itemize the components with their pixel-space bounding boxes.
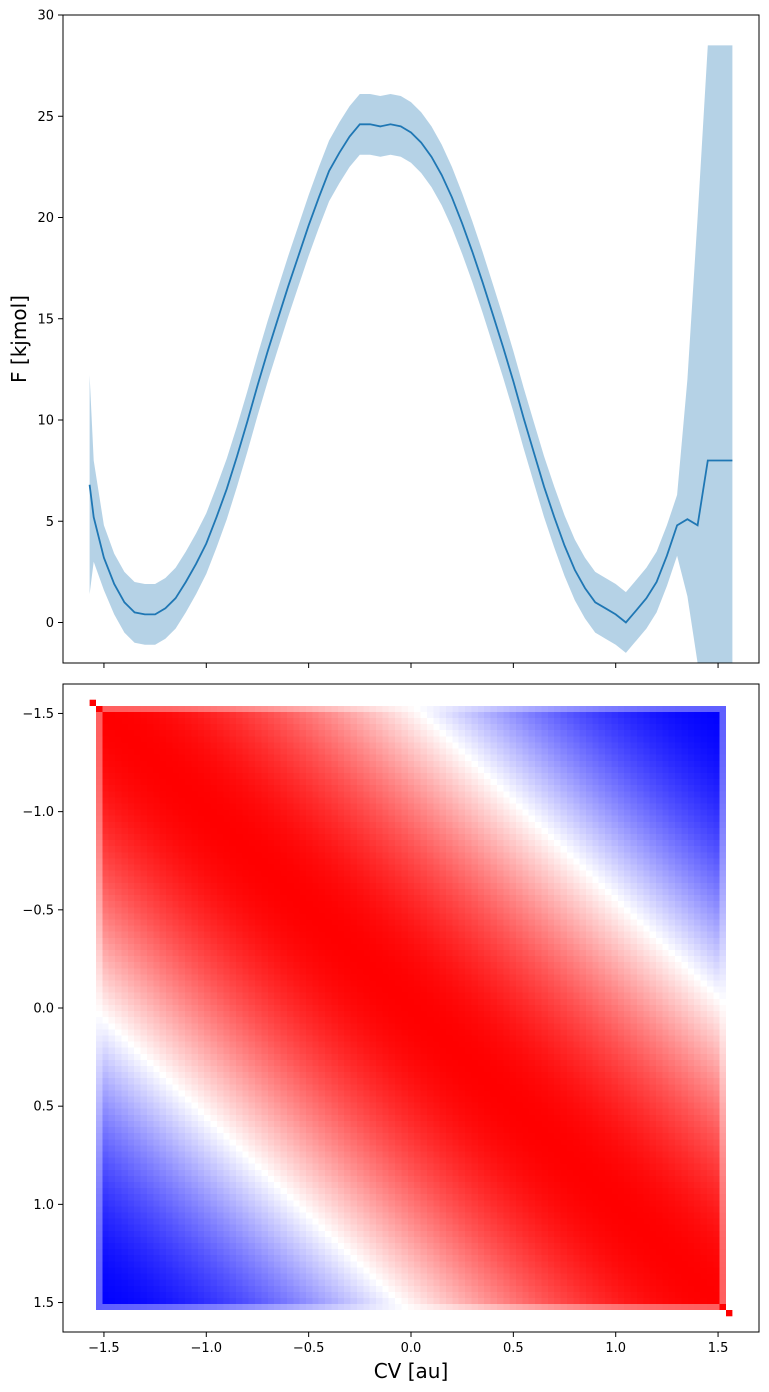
y-tick-label: 20 <box>37 211 54 226</box>
x-tick-label: 1.0 <box>605 1341 626 1356</box>
free-energy-error-band <box>89 45 733 663</box>
x-tick-label: −1.5 <box>88 1341 120 1356</box>
matrix-x-axis-label: CV [au] <box>374 1359 449 1383</box>
free-energy-y-axis-label: F [kjmol] <box>7 295 31 383</box>
free-energy-plot-area <box>88 45 733 663</box>
matrix-ticks: −1.5 −1.0 −0.5 0.0 0.5 1.0 1.5 −1.5 −1.0 −0.5 0.0 0… <box>22 707 728 1356</box>
y-tick-label: −0.5 <box>22 903 54 918</box>
x-tick-label: −0.5 <box>293 1341 325 1356</box>
y-tick-label: −1.5 <box>22 707 54 722</box>
y-tick-label: 1.5 <box>33 1296 54 1311</box>
y-tick-label: 30 <box>37 9 54 24</box>
y-tick-label: −1.0 <box>22 805 54 820</box>
y-tick-label: 0.5 <box>33 1100 54 1115</box>
correlation-heatmap <box>89 699 733 1317</box>
free-energy-line <box>88 123 733 624</box>
y-tick-label: 0.0 <box>33 1002 54 1017</box>
y-tick-label: 15 <box>37 312 54 327</box>
y-tick-label: 25 <box>37 110 54 125</box>
y-tick-label: 0 <box>46 616 54 631</box>
y-tick-label: 5 <box>46 515 54 530</box>
y-tick-label: 1.0 <box>33 1198 54 1213</box>
free-energy-ticks: 0 5 10 15 20 25 30 <box>37 9 719 668</box>
matrix-panel: −1.5 −1.0 −0.5 0.0 0.5 1.0 1.5 −1.5 −1.0 −0.5 0.0 0… <box>22 683 760 1383</box>
free-energy-panel: 0 5 10 15 20 25 30 F [kjmol] <box>7 9 760 668</box>
x-tick-label: 0.5 <box>503 1341 524 1356</box>
x-tick-label: 0.0 <box>401 1341 422 1356</box>
y-tick-label: 10 <box>37 414 54 429</box>
x-tick-label: −1.0 <box>191 1341 223 1356</box>
x-tick-label: 1.5 <box>708 1341 729 1356</box>
